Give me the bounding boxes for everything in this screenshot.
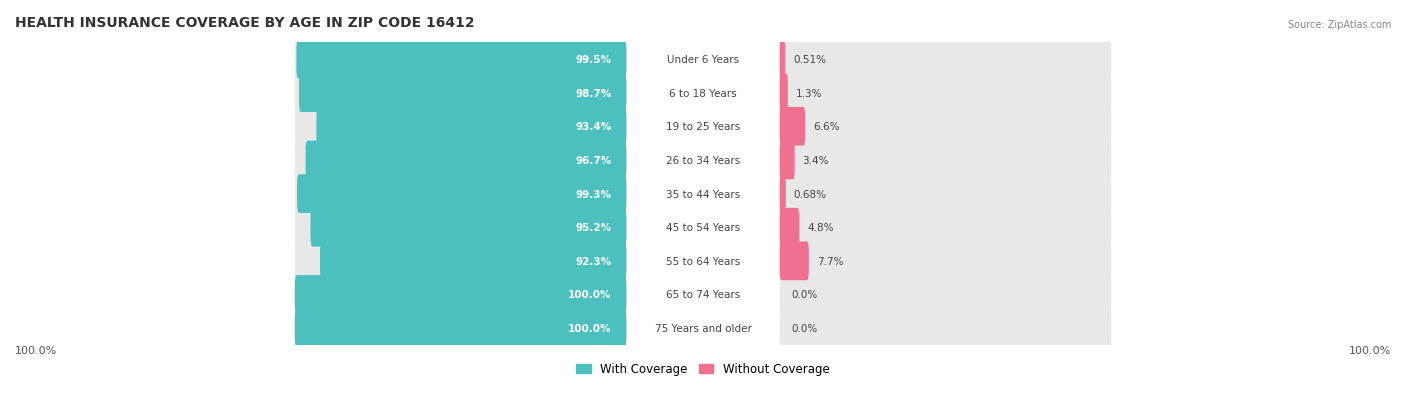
Text: 1.3%: 1.3% xyxy=(796,88,823,98)
Text: 0.0%: 0.0% xyxy=(792,323,818,333)
Text: 93.4%: 93.4% xyxy=(575,122,612,132)
Text: 100.0%: 100.0% xyxy=(568,323,612,333)
FancyBboxPatch shape xyxy=(780,175,786,214)
FancyBboxPatch shape xyxy=(295,242,626,280)
FancyBboxPatch shape xyxy=(780,108,1111,146)
Text: 45 to 54 Years: 45 to 54 Years xyxy=(666,223,740,233)
FancyBboxPatch shape xyxy=(297,40,626,79)
Text: 35 to 44 Years: 35 to 44 Years xyxy=(666,189,740,199)
Text: 100.0%: 100.0% xyxy=(1348,345,1391,355)
Text: 65 to 74 Years: 65 to 74 Years xyxy=(666,290,740,300)
Text: 0.0%: 0.0% xyxy=(792,290,818,300)
Text: 92.3%: 92.3% xyxy=(575,256,612,266)
Text: 99.3%: 99.3% xyxy=(575,189,612,199)
Text: 26 to 34 Years: 26 to 34 Years xyxy=(666,156,740,166)
Text: 0.51%: 0.51% xyxy=(793,55,827,65)
FancyBboxPatch shape xyxy=(311,208,626,247)
FancyBboxPatch shape xyxy=(780,74,787,113)
FancyBboxPatch shape xyxy=(780,208,800,247)
FancyBboxPatch shape xyxy=(780,40,1111,79)
FancyBboxPatch shape xyxy=(316,108,626,146)
FancyBboxPatch shape xyxy=(780,242,1111,280)
Text: 100.0%: 100.0% xyxy=(15,345,58,355)
Text: 6.6%: 6.6% xyxy=(813,122,839,132)
Text: HEALTH INSURANCE COVERAGE BY AGE IN ZIP CODE 16412: HEALTH INSURANCE COVERAGE BY AGE IN ZIP … xyxy=(15,16,475,30)
FancyBboxPatch shape xyxy=(780,141,794,180)
FancyBboxPatch shape xyxy=(295,208,626,247)
FancyBboxPatch shape xyxy=(305,141,626,180)
FancyBboxPatch shape xyxy=(780,74,1111,113)
Text: 7.7%: 7.7% xyxy=(817,256,844,266)
FancyBboxPatch shape xyxy=(780,309,1111,348)
Text: 3.4%: 3.4% xyxy=(803,156,830,166)
Text: Source: ZipAtlas.com: Source: ZipAtlas.com xyxy=(1288,20,1391,30)
FancyBboxPatch shape xyxy=(297,175,626,214)
Legend: With Coverage, Without Coverage: With Coverage, Without Coverage xyxy=(576,363,830,375)
FancyBboxPatch shape xyxy=(295,275,626,314)
FancyBboxPatch shape xyxy=(295,40,626,79)
Text: 98.7%: 98.7% xyxy=(575,88,612,98)
Text: 19 to 25 Years: 19 to 25 Years xyxy=(666,122,740,132)
Text: 4.8%: 4.8% xyxy=(807,223,834,233)
FancyBboxPatch shape xyxy=(780,108,806,146)
Text: 95.2%: 95.2% xyxy=(575,223,612,233)
FancyBboxPatch shape xyxy=(295,309,626,348)
FancyBboxPatch shape xyxy=(780,175,1111,214)
Text: Under 6 Years: Under 6 Years xyxy=(666,55,740,65)
Text: 96.7%: 96.7% xyxy=(575,156,612,166)
FancyBboxPatch shape xyxy=(295,141,626,180)
FancyBboxPatch shape xyxy=(295,309,626,348)
FancyBboxPatch shape xyxy=(780,275,1111,314)
FancyBboxPatch shape xyxy=(321,242,626,280)
FancyBboxPatch shape xyxy=(780,242,808,280)
FancyBboxPatch shape xyxy=(780,208,1111,247)
Text: 6 to 18 Years: 6 to 18 Years xyxy=(669,88,737,98)
FancyBboxPatch shape xyxy=(299,74,626,113)
FancyBboxPatch shape xyxy=(295,74,626,113)
FancyBboxPatch shape xyxy=(295,275,626,314)
FancyBboxPatch shape xyxy=(780,141,1111,180)
Text: 100.0%: 100.0% xyxy=(568,290,612,300)
Text: 99.5%: 99.5% xyxy=(575,55,612,65)
Text: 75 Years and older: 75 Years and older xyxy=(655,323,751,333)
Text: 55 to 64 Years: 55 to 64 Years xyxy=(666,256,740,266)
FancyBboxPatch shape xyxy=(780,40,786,79)
FancyBboxPatch shape xyxy=(295,108,626,146)
FancyBboxPatch shape xyxy=(295,175,626,214)
Text: 0.68%: 0.68% xyxy=(793,189,827,199)
